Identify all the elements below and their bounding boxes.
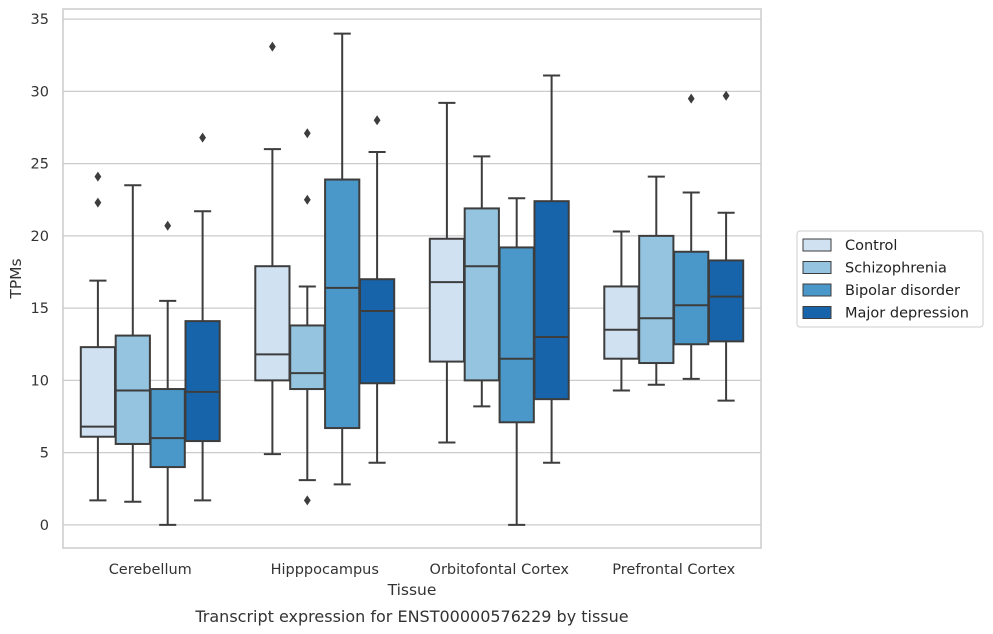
x-tick-label: Prefrontal Cortex — [612, 562, 735, 578]
legend-label: Schizophrenia — [845, 261, 947, 277]
y-tick-label: 20 — [31, 229, 49, 245]
legend: Control Schizophrenia Bipolar disorder Majo… — [796, 230, 984, 328]
box — [603, 285, 640, 360]
box-group — [428, 101, 466, 444]
box — [289, 324, 326, 391]
y-tick-label: 15 — [31, 301, 49, 317]
legend-swatch — [802, 306, 832, 319]
y-tick-label: 30 — [31, 84, 49, 100]
y-tick-label: 0 — [40, 518, 49, 534]
box — [324, 178, 361, 430]
box-group — [79, 171, 117, 502]
box — [463, 207, 500, 382]
outlier-point — [687, 93, 695, 104]
box — [428, 237, 466, 363]
chart-title: Transcript expression for ENST0000057622… — [194, 607, 628, 626]
outlier-point — [303, 128, 311, 139]
box-group — [184, 132, 221, 502]
box-group — [114, 184, 151, 503]
box-group — [358, 115, 396, 464]
box — [149, 388, 186, 469]
outlier-point — [94, 197, 102, 208]
box — [184, 320, 221, 443]
box-group — [254, 41, 291, 456]
box — [533, 200, 570, 401]
box — [254, 265, 291, 382]
box — [79, 346, 117, 438]
x-tick-label: Cerebellum — [109, 562, 192, 578]
box-group — [707, 90, 745, 402]
box-group — [289, 128, 326, 506]
x-tick-labels: Cerebellum Hipppocampus Orbitofontal Corte… — [109, 562, 736, 578]
plot-frame — [62, 8, 762, 549]
box-group — [149, 220, 186, 526]
box — [358, 278, 396, 385]
box — [707, 259, 745, 343]
x-axis-title: Tissue — [387, 581, 437, 599]
outlier-point — [303, 495, 311, 506]
legend-label: Major depression — [845, 306, 969, 322]
legend-label: Control — [845, 238, 897, 254]
outlier-point — [373, 115, 381, 126]
x-tick-label: Hipppocampus — [271, 562, 379, 578]
legend-swatch — [802, 261, 832, 274]
box-group — [638, 175, 675, 386]
box-group — [533, 74, 570, 464]
box-group — [463, 155, 500, 408]
box — [498, 246, 535, 424]
outlier-point — [303, 194, 311, 205]
y-tick-labels: 0 5 10 15 20 25 30 35 — [31, 12, 49, 534]
legend-swatch — [802, 283, 832, 297]
box-group — [324, 32, 361, 486]
y-tick-label: 35 — [31, 12, 49, 28]
y-tick-label: 5 — [40, 446, 49, 462]
y-tick-label: 25 — [31, 157, 49, 173]
box-group — [673, 93, 710, 380]
y-tick-label: 10 — [31, 373, 49, 389]
outlier-point — [269, 41, 276, 52]
box-group — [498, 197, 535, 526]
box — [673, 250, 710, 346]
legend-label: Bipolar disorder — [845, 283, 960, 299]
legend-frame — [796, 230, 984, 328]
box — [638, 234, 675, 365]
outlier-point — [164, 220, 172, 231]
boxes — [79, 32, 745, 526]
legend-swatch — [802, 238, 832, 252]
outlier-point — [199, 132, 206, 143]
outlier-point — [722, 90, 730, 101]
outlier-point — [94, 171, 102, 182]
y-axis-title: TPMs — [7, 258, 25, 299]
x-tick-label: Orbitofontal Cortex — [430, 562, 570, 578]
box-group — [603, 230, 640, 392]
